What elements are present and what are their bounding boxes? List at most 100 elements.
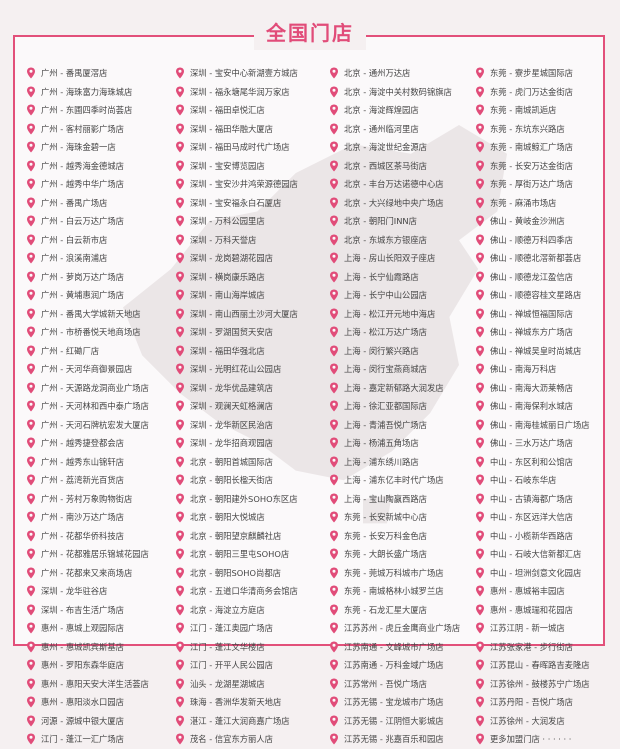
map-pin-icon bbox=[475, 382, 485, 394]
map-pin-icon bbox=[329, 234, 339, 246]
store-item: 惠州 - 惠城凯宾斯基店 bbox=[26, 638, 175, 657]
store-item: 北京 - 朝阳长楹天街店 bbox=[175, 471, 329, 490]
map-pin-icon bbox=[175, 659, 185, 671]
store-item: 北京 - 朝阳望京麒麟社店 bbox=[175, 527, 329, 546]
map-pin-icon bbox=[475, 474, 485, 486]
store-name: 东莞 - 长安新城中心店 bbox=[344, 512, 427, 522]
map-pin-icon bbox=[329, 585, 339, 597]
store-item: 江苏南通 - 文峰城市广场店 bbox=[329, 638, 475, 657]
store-name: 东莞 - 长安万科金色店 bbox=[344, 530, 427, 541]
map-pin-icon bbox=[329, 308, 339, 320]
map-pin-icon bbox=[175, 271, 185, 283]
china-map-icon bbox=[123, 125, 507, 524]
store-item: 东莞 - 寮步星城国际店 bbox=[475, 64, 605, 83]
map-pin-icon bbox=[175, 419, 185, 431]
map-pin-icon bbox=[175, 641, 185, 653]
store-item: 江苏丹阳 - 吾悦广场店 bbox=[475, 693, 605, 712]
store-item: 广州 - 天河华商御景园店 bbox=[26, 360, 175, 379]
store-name: 广州 - 花都来又来商场店 bbox=[41, 567, 133, 578]
store-item: 深圳 - 宝安沙井鸿荣源德园店 bbox=[175, 175, 329, 194]
store-name: 佛山 - 南海保利水城店 bbox=[490, 401, 573, 411]
store-name: 深圳 - 南山西丽土沙河大厦店 bbox=[190, 308, 298, 319]
map-pin-icon bbox=[26, 326, 36, 338]
map-pin-icon bbox=[329, 160, 339, 172]
store-name: 江苏张家港 - 步行街店 bbox=[490, 641, 573, 652]
map-pin-icon bbox=[175, 678, 185, 690]
store-item: 广州 - 花都雅居乐锦城花园店 bbox=[26, 545, 175, 564]
store-name: 上海 - 长宁仙霞路店 bbox=[344, 271, 419, 282]
map-pin-icon bbox=[329, 530, 339, 542]
map-pin-icon bbox=[329, 252, 339, 264]
store-name: 深圳 - 龙华招商观园店 bbox=[190, 438, 273, 448]
map-pin-icon bbox=[329, 456, 339, 468]
store-name: 江苏常州 - 吾悦广场店 bbox=[344, 678, 427, 689]
store-item: 北京 - 朝阳建外SOHO东区店 bbox=[175, 490, 329, 509]
store-name: 中山 - 坦洲剑意文化园店 bbox=[490, 567, 582, 578]
store-name: 佛山 - 禅城恒福国际店 bbox=[490, 308, 573, 319]
store-name: 广州 - 天河林和西中泰广场店 bbox=[41, 401, 149, 411]
store-name: 茂名 - 信宜东方丽人店 bbox=[190, 734, 273, 744]
store-name: 广州 - 天源路龙洞商业广场店 bbox=[41, 382, 149, 393]
map-pin-icon bbox=[329, 622, 339, 634]
store-name: 江苏无锡 - 江阴恒大影城店 bbox=[344, 715, 444, 726]
map-pin-icon bbox=[26, 493, 36, 505]
store-item: 广州 - 越秀中华广场店 bbox=[26, 175, 175, 194]
map-pin-icon bbox=[329, 104, 339, 116]
store-item: 广州 - 天河林和西中泰广场店 bbox=[26, 397, 175, 416]
store-name: 东莞 - 虎门万达金街店 bbox=[490, 86, 573, 97]
store-name: 惠州 - 惠城凯宾斯基店 bbox=[41, 641, 124, 652]
store-item: 北京 - 通州万达店 bbox=[329, 64, 475, 83]
map-pin-icon bbox=[329, 382, 339, 394]
map-pin-icon bbox=[26, 641, 36, 653]
store-item: 惠州 - 惠阳淡水口园店 bbox=[26, 693, 175, 712]
store-name: 深圳 - 南山海岸城店 bbox=[190, 290, 265, 300]
store-item: 广州 - 黄埔惠润广场店 bbox=[26, 286, 175, 305]
map-pin-icon bbox=[26, 123, 36, 135]
store-item: 上海 - 浦东绣川路店 bbox=[329, 453, 475, 472]
map-pin-icon bbox=[329, 511, 339, 523]
page-title: 全国门店 bbox=[254, 16, 366, 50]
store-name: 深圳 - 宝安中心新湖壹方城店 bbox=[190, 68, 298, 78]
store-item: 东莞 - 长安万达金街店 bbox=[475, 157, 605, 176]
store-name: 东莞 - 厚街万达广场店 bbox=[490, 179, 573, 189]
store-item: 广州 - 芳村万象购物街店 bbox=[26, 490, 175, 509]
map-pin-icon bbox=[26, 437, 36, 449]
map-pin-icon bbox=[475, 326, 485, 338]
store-item: 中山 - 东区利和公馆店 bbox=[475, 453, 605, 472]
store-name: 北京 - 西城区茶马街店 bbox=[344, 160, 427, 171]
store-name: 北京 - 通州临河里店 bbox=[344, 123, 419, 134]
map-pin-icon bbox=[475, 641, 485, 653]
store-name: 惠州 - 罗阳东森华庭店 bbox=[41, 660, 124, 670]
store-name: 东莞 - 大朗长盛广场店 bbox=[344, 549, 427, 559]
store-name: 佛山 - 南海桂城丽日广场店 bbox=[490, 419, 590, 430]
map-pin-icon bbox=[175, 696, 185, 708]
store-name: 东莞 - 长安万达金街店 bbox=[490, 160, 573, 171]
store-name: 佛山 - 南海万科店 bbox=[490, 364, 557, 374]
store-item: 广州 - 东圃四季时尚荟店 bbox=[26, 101, 175, 120]
store-name: 深圳 - 万科公园里店 bbox=[190, 216, 265, 226]
store-name: 深圳 - 光明红花山公园店 bbox=[190, 364, 282, 374]
store-item: 上海 - 浦东亿丰时代广场店 bbox=[329, 471, 475, 490]
store-name: 上海 - 浦东绣川路店 bbox=[344, 456, 419, 467]
store-item: 江苏无锡 - 兆嘉百乐和园店 bbox=[329, 730, 475, 749]
store-name: 中山 - 东区利和公馆店 bbox=[490, 456, 573, 467]
map-pin-icon bbox=[26, 511, 36, 523]
map-pin-icon bbox=[26, 604, 36, 616]
store-name: 江苏昆山 - 春晖路吉麦隆店 bbox=[490, 660, 590, 670]
store-name: 北京 - 丰台万达诺德中心店 bbox=[344, 179, 444, 189]
map-pin-icon bbox=[329, 437, 339, 449]
store-item: 惠州 - 惠城裕丰园店 bbox=[475, 582, 605, 601]
map-pin-icon bbox=[175, 252, 185, 264]
store-item: 上海 - 徐汇亚都国际店 bbox=[329, 397, 475, 416]
map-pin-icon bbox=[475, 622, 485, 634]
store-name: 中山 - 石岐大信新都汇店 bbox=[490, 549, 582, 559]
store-name: 佛山 - 禅城吴皇时尚城店 bbox=[490, 345, 582, 356]
store-name: 江苏丹阳 - 吾悦广场店 bbox=[490, 697, 573, 707]
store-item: 上海 - 松江开元地中海店 bbox=[329, 305, 475, 324]
store-item: 深圳 - 龙华驻谷店 bbox=[26, 582, 175, 601]
store-name: 更多加盟门店 · · · · · · bbox=[490, 734, 572, 744]
store-item: 深圳 - 布吉生活广场店 bbox=[26, 601, 175, 620]
map-pin-icon bbox=[329, 123, 339, 135]
map-pin-icon bbox=[26, 622, 36, 634]
map-pin-icon bbox=[26, 382, 36, 394]
